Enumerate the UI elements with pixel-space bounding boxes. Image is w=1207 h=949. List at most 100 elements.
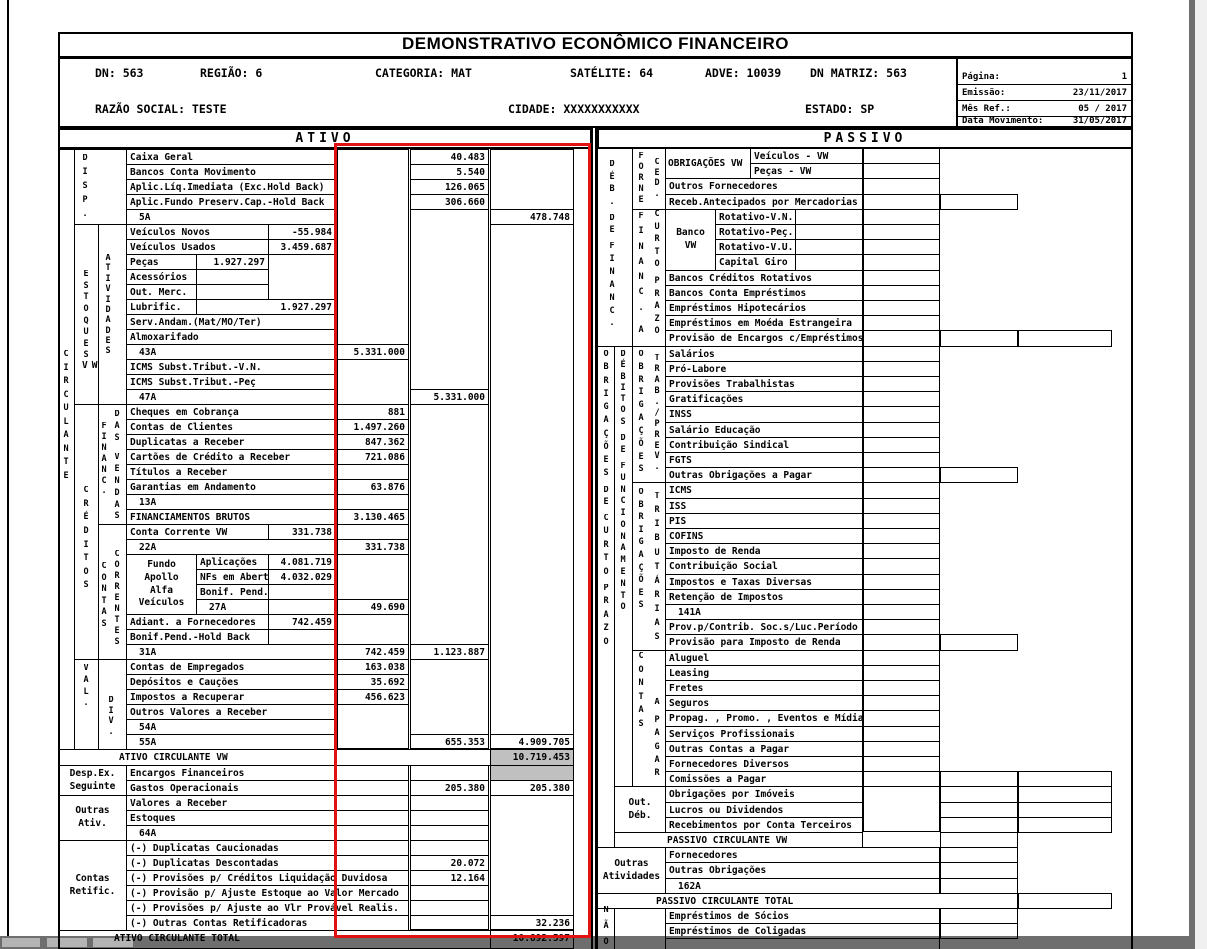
row-label: Bancos Conta Empréstimos — [665, 285, 863, 301]
row-label: Impostos a Recuperar — [126, 689, 336, 705]
row-sublabel: Rotativo-Peç. — [715, 224, 796, 240]
row-label: ICMS Subst.Tribut.-V.N. — [126, 359, 336, 375]
value-cell — [940, 467, 1018, 483]
value-cell — [940, 908, 1018, 924]
row-label: Cartões de Crédito a Receber — [126, 449, 336, 465]
inner-value-cell — [268, 629, 336, 645]
value-cell — [863, 528, 940, 544]
value-cell — [863, 391, 940, 407]
ativo-title: ATIVO — [295, 131, 355, 146]
row-sublabel: Rotativo-V.U. — [715, 239, 796, 255]
side-group-label: Desp.Ex. Seguinte — [58, 765, 127, 796]
row-label: Serviços Profissionais — [665, 726, 863, 742]
total-row-label: PASSIVO CIRCULANTE TOTAL — [597, 893, 1018, 909]
value-cell — [863, 422, 940, 438]
value-cell — [863, 346, 940, 362]
value-cell — [863, 163, 940, 179]
row-label: ICMS — [665, 482, 863, 499]
scrollbar-thumb[interactable] — [2, 938, 40, 947]
value-cell — [940, 878, 1018, 894]
value-cell — [863, 330, 940, 347]
row-label: Provisão para Imposto de Renda — [665, 634, 863, 651]
row-label: 43A — [126, 344, 336, 360]
row-label: Cheques em Cobrança — [126, 404, 336, 420]
value-cell — [863, 437, 940, 453]
value-cell — [863, 194, 940, 210]
value-cell — [863, 300, 940, 316]
row-label: Contribuição Social — [665, 558, 863, 575]
row-label: Aplicações — [196, 554, 269, 570]
row-label: Recebimentos por Conta Terceiros — [665, 817, 863, 833]
header-field: RAZÃO SOCIAL: TESTE — [95, 102, 227, 116]
row-label: Adiant. a Fornecedores — [126, 614, 269, 630]
header-field: CIDADE: XXXXXXXXXXX — [508, 102, 640, 116]
value-cell — [863, 665, 940, 681]
inner-value-cell: 4.032.029 — [268, 569, 336, 585]
vertical-scrollbar[interactable] — [1189, 0, 1195, 949]
row-label: Contas de Clientes — [126, 419, 336, 435]
row-label: Bancos Créditos Rotativos — [665, 270, 863, 286]
value-cell — [940, 771, 1018, 787]
horizontal-scrollbar[interactable] — [0, 936, 1189, 949]
row-label: Salários — [665, 346, 863, 362]
row-label: Bonif. Pend. — [196, 584, 269, 600]
value-cell — [863, 543, 940, 559]
row-label: Veículos Usados — [126, 239, 269, 255]
row-label: Duplicatas a Receber — [126, 434, 336, 450]
row-label: Empréstimos em Moéda Estrangeira — [665, 315, 863, 331]
value-cell — [863, 756, 940, 772]
report-title-box: DEMONSTRATIVO ECONÔMICO FINANCEIRO — [58, 32, 1133, 58]
row-label: Almoxarifado — [126, 329, 336, 345]
row-label: Provisões Trabalhistas — [665, 376, 863, 392]
row-label: 13A — [126, 494, 336, 510]
value-cell — [863, 604, 940, 620]
row-label: Retenção de Impostos — [665, 589, 863, 605]
row-label: Outras Contas a Pagar — [665, 741, 863, 757]
row-label: Depósitos e Cauções — [126, 674, 336, 690]
inner-value-cell — [795, 209, 863, 225]
value-cell — [1018, 893, 1112, 909]
row-label: Aplic.Líq.Imediata (Exc.Hold Back) — [126, 179, 336, 195]
divider — [58, 128, 60, 949]
inner-value-cell: 4.081.719 — [268, 554, 336, 570]
header-field: DN: 563 — [95, 66, 144, 80]
row-label: Fretes — [665, 680, 863, 696]
value-cell — [940, 923, 1018, 939]
inner-value-cell: 3.459.687 — [268, 239, 336, 255]
value-cell — [863, 695, 940, 711]
value-cell — [863, 361, 940, 377]
value-cell — [940, 802, 1018, 818]
divider — [595, 128, 597, 949]
value-cell — [940, 862, 1018, 879]
value-cell: 205.380 — [490, 780, 574, 796]
row-label: Contas de Empregados — [126, 659, 336, 675]
inner-value-cell — [795, 239, 863, 255]
vertical-scrollbar-track[interactable] — [1195, 0, 1207, 949]
row-sublabel: Rotativo-V.N. — [715, 209, 796, 225]
row-label: Garantias em Andamento — [126, 479, 336, 495]
scrollbar-thumb[interactable] — [47, 938, 87, 947]
header-info-box — [58, 57, 1133, 128]
inner-value-cell: -55.984 — [268, 224, 336, 240]
value-cell — [940, 832, 1018, 848]
divider — [956, 57, 958, 128]
scrollbar-thumb[interactable] — [93, 938, 133, 947]
row-label: Aluguel — [665, 650, 863, 666]
meta-row: Página: 1 — [958, 59, 1131, 85]
row-label: 5A — [126, 209, 336, 225]
value-cell — [940, 847, 1018, 863]
row-label: NFs em Aberto — [196, 569, 269, 585]
row-label: Acessórios — [126, 269, 197, 285]
